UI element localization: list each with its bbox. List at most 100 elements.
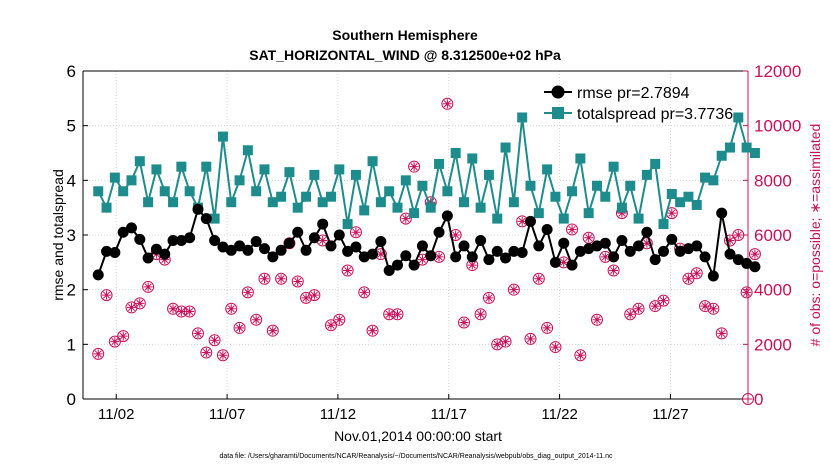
right-axis-tick-label: 2000 [754, 335, 792, 354]
x-axis-tick-label: 11/27 [652, 406, 688, 423]
obs-count-marker [366, 324, 379, 337]
obs-possible-circle [291, 275, 304, 288]
obs-assimilated-star [268, 326, 278, 336]
totalspread-marker [251, 186, 262, 197]
totalspread-marker [267, 197, 278, 208]
totalspread-marker [292, 202, 303, 213]
rmse-marker [674, 245, 686, 257]
obs-assimilated-star [376, 249, 386, 259]
totalspread-marker [350, 169, 361, 180]
chart-title: Southern Hemisphere [332, 27, 478, 43]
rmse-marker [342, 245, 354, 257]
obs-possible-circle [233, 321, 246, 334]
rmse-marker [292, 226, 304, 238]
rmse-marker [516, 246, 528, 258]
obs-count-marker [266, 324, 279, 337]
left-axis-tick-label: 6 [67, 62, 76, 81]
obs-count-marker [391, 308, 404, 321]
obs-assimilated-star [368, 326, 378, 336]
chart-subtitle: SAT_HORIZONTAL_WIND @ 8.312500e+02 hPa [249, 47, 561, 63]
totalspread-marker [475, 202, 486, 213]
legend-rmse-label: rmse pr=2.7894 [577, 85, 690, 102]
obs-assimilated-star [600, 252, 610, 262]
totalspread-marker [700, 172, 711, 183]
obs-assimilated-star [692, 268, 702, 278]
right-axis-tick-label: 0 [754, 390, 763, 409]
obs-possible-circle [183, 305, 196, 318]
obs-possible-circle [607, 264, 620, 277]
obs-count-marker [191, 327, 204, 340]
totalspread-marker [483, 169, 494, 180]
totalspread-marker [409, 208, 420, 219]
obs-possible-circle [100, 289, 113, 302]
obs-possible-circle [117, 330, 130, 343]
x-axis-tick-label: 11/17 [431, 406, 467, 423]
obs-count-marker [341, 264, 354, 277]
obs-assimilated-star [733, 230, 743, 240]
obs-count-marker [507, 283, 520, 296]
x-axis-tick-label: 11/07 [209, 406, 245, 423]
obs-count-marker [707, 302, 720, 315]
obs-count-marker [590, 313, 603, 326]
totalspread-marker [168, 197, 179, 208]
obs-possible-circle [391, 308, 404, 321]
obs-possible-circle [358, 286, 371, 299]
obs-assimilated-star [617, 208, 627, 218]
obs-assimilated-star [717, 328, 727, 338]
totalspread-marker [492, 213, 503, 224]
obs-possible-circle [241, 286, 254, 299]
obs-possible-circle [366, 324, 379, 337]
rmse-marker [300, 244, 312, 256]
obs-assimilated-star [743, 394, 753, 404]
totalspread-marker [542, 164, 553, 175]
totalspread-marker [616, 202, 627, 213]
totalspread-marker [591, 180, 602, 191]
obs-possible-circle [399, 212, 412, 225]
obs-count-marker [657, 294, 670, 307]
obs-assimilated-star [650, 301, 660, 311]
obs-count-marker [566, 223, 579, 236]
obs-count-marker [183, 305, 196, 318]
rmse-marker [234, 240, 246, 252]
obs-count-marker [441, 97, 454, 110]
obs-assimilated-star [467, 260, 477, 270]
obs-possible-circle [349, 226, 362, 239]
rmse-marker [657, 245, 669, 257]
obs-possible-circle [566, 223, 579, 236]
obs-count-marker [225, 302, 238, 315]
obs-assimilated-star [409, 162, 419, 172]
totalspread-marker [567, 186, 578, 197]
obs-possible-circle [125, 301, 138, 314]
obs-count-marker [524, 332, 537, 345]
rmse-marker [524, 215, 536, 227]
rmse-marker [101, 245, 113, 257]
obs-possible-circle [324, 319, 337, 332]
obs-assimilated-star [708, 304, 718, 314]
rmse-marker [466, 251, 478, 263]
obs-possible-circle [682, 272, 695, 285]
obs-possible-circle [408, 160, 421, 173]
obs-possible-circle [740, 286, 753, 299]
rmse-marker [591, 240, 603, 252]
left-axis-tick-label: 0 [67, 390, 76, 409]
totalspread-marker [658, 219, 669, 230]
rmse-marker [308, 232, 320, 244]
obs-possible-circle [532, 272, 545, 285]
obs-count-marker [92, 347, 105, 360]
totalspread-marker [508, 197, 519, 208]
obs-count-marker [742, 393, 754, 405]
obs-assimilated-star [293, 276, 303, 286]
rmse-marker [599, 237, 611, 249]
x-axis-label: Nov.01,2014 00:00:00 start [334, 428, 502, 444]
right-axis-tick-label: 8000 [754, 171, 792, 190]
rmse-marker [624, 245, 636, 257]
obs-assimilated-star [742, 287, 752, 297]
totalspread-marker [201, 161, 212, 172]
obs-assimilated-star [210, 335, 220, 345]
totalspread-marker [600, 191, 611, 202]
left-axis-tick-label: 4 [67, 171, 76, 190]
obs-possible-circle [574, 349, 587, 362]
obs-assimilated-star [259, 274, 269, 284]
obs-count-marker [133, 297, 146, 310]
